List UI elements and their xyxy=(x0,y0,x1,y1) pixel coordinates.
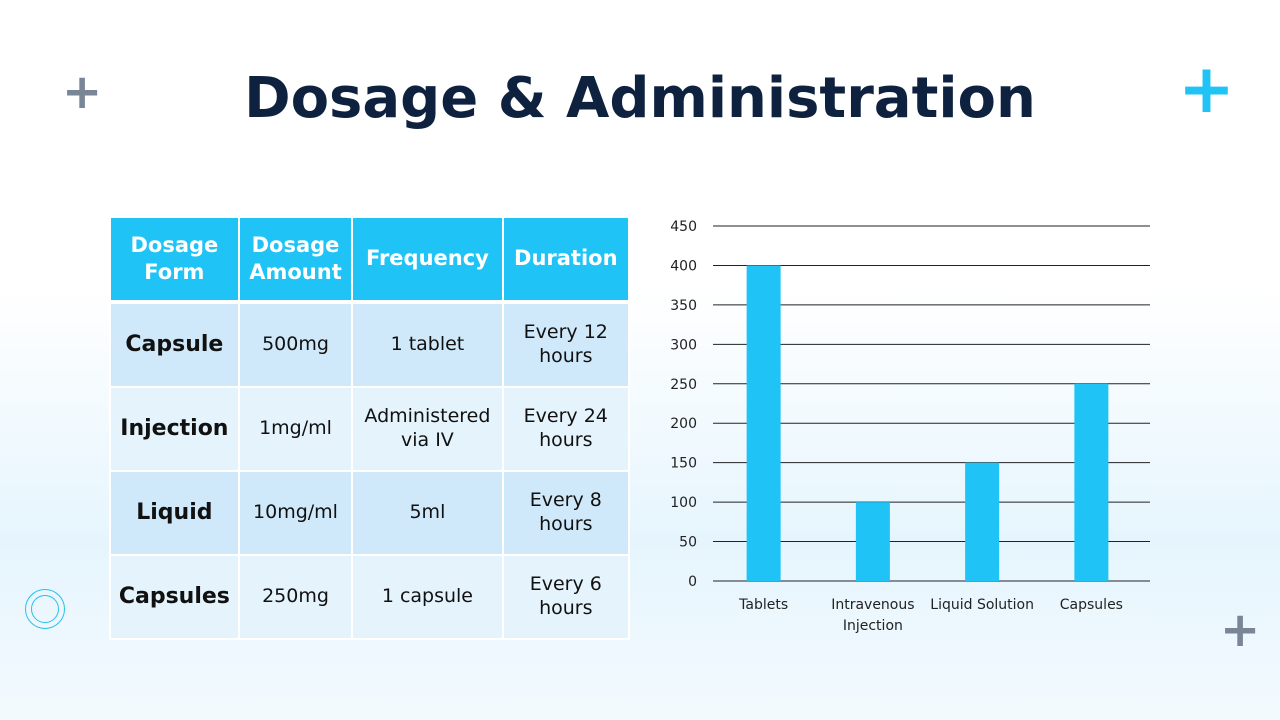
y-tick-label: 150 xyxy=(670,456,697,472)
table-cell: Capsule xyxy=(109,301,240,388)
header-dosage-form: Dosage Form xyxy=(109,216,240,303)
bar xyxy=(746,265,781,581)
bar xyxy=(965,462,1000,581)
table-cell: Every 6 hours xyxy=(501,554,631,640)
header-frequency: Frequency xyxy=(351,216,504,303)
table-cell: Administered via IV xyxy=(351,386,504,472)
y-tick-label: 200 xyxy=(670,416,697,432)
x-tick-label: Intravenous xyxy=(831,597,914,613)
table-cell: Every 24 hours xyxy=(501,386,631,472)
table-cell: 1 tablet xyxy=(351,301,504,388)
table-cell: 10mg/ml xyxy=(237,470,354,556)
slide-title: Dosage & Administration xyxy=(244,66,1036,131)
table-row: Capsule 500mg 1 tablet Every 12 hours xyxy=(109,301,631,388)
y-tick-label: 300 xyxy=(670,337,697,353)
x-tick-label: Liquid Solution xyxy=(930,597,1034,613)
plus-icon: + xyxy=(62,64,103,120)
table-cell: 250mg xyxy=(237,554,354,640)
header-duration: Duration xyxy=(501,216,631,303)
table-cell: 500mg xyxy=(237,301,354,388)
y-tick-label: 250 xyxy=(670,377,697,393)
table-cell: Capsules xyxy=(109,554,240,640)
header-dosage-amount: Dosage Amount xyxy=(237,216,354,303)
y-tick-label: 0 xyxy=(688,574,697,590)
table-row: Injection 1mg/ml Administered via IV Every … xyxy=(109,386,631,472)
table-row: Capsules 250mg 1 capsule Every 6 hours xyxy=(109,554,631,640)
plus-icon: + xyxy=(1220,602,1261,658)
x-tick-label: Injection xyxy=(843,618,903,634)
y-tick-label: 100 xyxy=(670,495,697,511)
table-cell: Liquid xyxy=(109,470,240,556)
x-tick-label: Capsules xyxy=(1060,597,1123,613)
plus-icon: + xyxy=(1178,50,1235,129)
table-cell: 1mg/ml xyxy=(237,386,354,472)
y-tick-label: 400 xyxy=(670,258,697,274)
y-tick-label: 50 xyxy=(679,535,697,551)
y-tick-label: 450 xyxy=(670,219,697,235)
dosage-table: Dosage Form Dosage Amount Frequency Dura… xyxy=(109,216,631,640)
bar xyxy=(855,502,890,581)
bar xyxy=(1074,383,1109,581)
table-cell: Injection xyxy=(109,386,240,472)
table-cell: Every 8 hours xyxy=(501,470,631,556)
y-tick-label: 350 xyxy=(670,298,697,314)
table-row: Liquid 10mg/ml 5ml Every 8 hours xyxy=(109,470,631,556)
x-tick-label: Tablets xyxy=(738,597,788,613)
concentric-circle-icon xyxy=(25,589,65,629)
table-cell: 5ml xyxy=(351,470,504,556)
table-cell: Every 12 hours xyxy=(501,301,631,388)
table-cell: 1 capsule xyxy=(351,554,504,640)
